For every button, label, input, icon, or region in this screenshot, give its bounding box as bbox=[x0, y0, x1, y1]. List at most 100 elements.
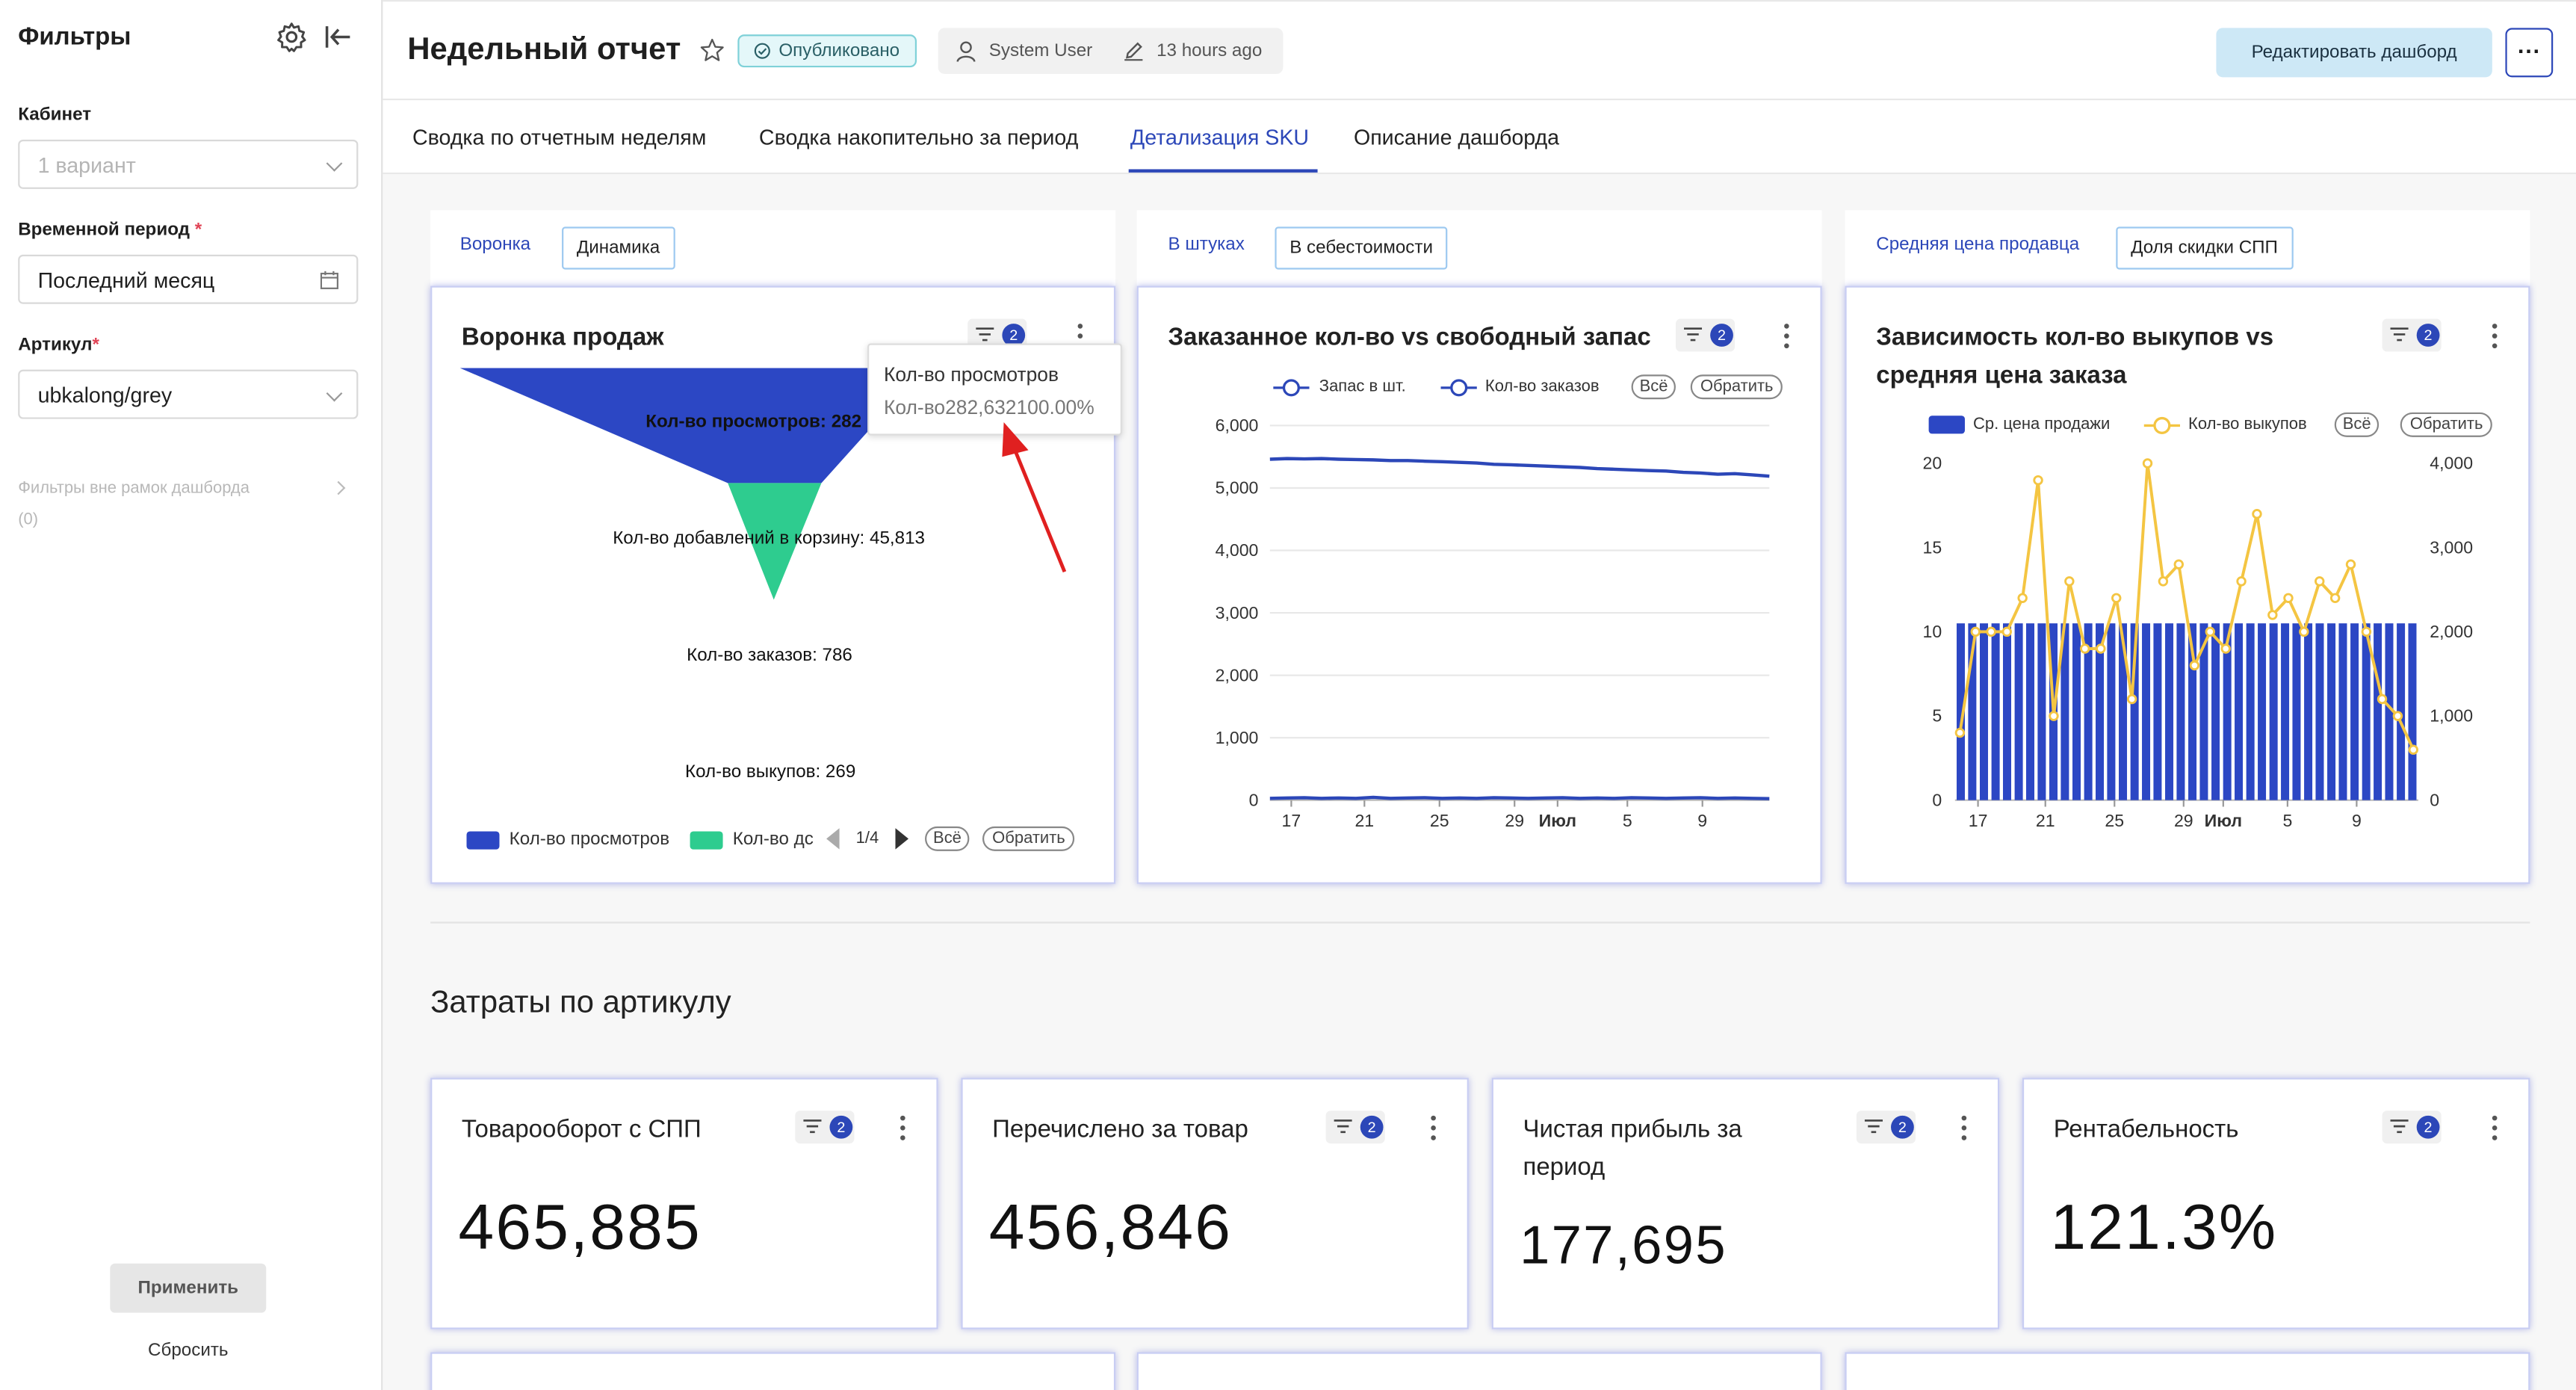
x-tick-label: 5 bbox=[2282, 811, 2292, 830]
tab-dashboard-description[interactable]: Описание дашборда bbox=[1353, 125, 1560, 150]
legend-all-button[interactable]: Всё bbox=[925, 826, 970, 851]
next-row-card-1 bbox=[430, 1352, 1116, 1390]
legend-pager: 1/4 bbox=[855, 830, 879, 848]
x-tick-label: 29 bbox=[2174, 811, 2193, 830]
filter-badge[interactable]: 2 bbox=[1325, 1111, 1385, 1144]
legend-swatch-cart bbox=[690, 831, 723, 850]
legend-label-stock[interactable]: Запас в шт. bbox=[1319, 377, 1406, 396]
y-tick-label: 0 bbox=[1249, 790, 1259, 809]
kpi-card-net-profit: Чистая прибыль за период 2 177,695 bbox=[1491, 1078, 2000, 1329]
buyouts-point bbox=[2080, 643, 2090, 654]
kebab-menu-icon[interactable] bbox=[1784, 324, 1791, 349]
kpi-card-profitability: Рентабельность 2 121.3% bbox=[2022, 1078, 2530, 1329]
legend-all-button[interactable]: Всё bbox=[1631, 374, 1676, 400]
tab-in-units[interactable]: В штуках bbox=[1168, 235, 1245, 255]
filter-badge[interactable]: 2 bbox=[2382, 1111, 2442, 1144]
filter-count: 2 bbox=[829, 1115, 853, 1139]
article-select[interactable]: ubkalong/grey bbox=[18, 369, 359, 419]
x-tick-label: 17 bbox=[1282, 811, 1301, 830]
chevron-down-icon bbox=[326, 385, 343, 402]
kpi-title: Товарооборот с СПП bbox=[461, 1115, 702, 1144]
bar bbox=[2188, 623, 2197, 800]
star-icon[interactable] bbox=[700, 38, 725, 63]
legend-invert-button[interactable]: Обратить bbox=[2400, 412, 2493, 437]
kebab-menu-icon[interactable] bbox=[1431, 1115, 1437, 1140]
legend-label-orders[interactable]: Кол-во заказов bbox=[1484, 377, 1600, 396]
reset-button[interactable]: Сбросить bbox=[148, 1341, 229, 1361]
tab-spp-discount-share[interactable]: Доля скидки СПП bbox=[2116, 226, 2293, 270]
legend-all-button[interactable]: Всё bbox=[2334, 412, 2380, 437]
y-left-tick-label: 5 bbox=[1932, 706, 1942, 726]
tab-in-cost[interactable]: В себестоимости bbox=[1275, 226, 1448, 270]
card-title: Воронка продаж bbox=[461, 324, 664, 352]
price-combo-chart: 0 5 10 15 20 0 1,000 2,000 3,000 4,000 17 21 25 29 Июл… bbox=[1923, 454, 2474, 830]
kebab-menu-icon[interactable] bbox=[900, 1115, 907, 1140]
bar bbox=[2362, 623, 2371, 800]
tab-cumulative-summary[interactable]: Сводка накопительно за период bbox=[758, 125, 1079, 150]
buyouts-point bbox=[1954, 727, 1966, 738]
next-page-icon[interactable] bbox=[895, 828, 909, 850]
tab-sku-details[interactable]: Детализация SKU bbox=[1130, 125, 1310, 150]
kpi-value: 456,846 bbox=[988, 1193, 1233, 1264]
y-left-tick-label: 0 bbox=[1932, 790, 1942, 809]
bar bbox=[2165, 623, 2174, 800]
prev-page-icon[interactable] bbox=[826, 828, 840, 850]
legend-invert-button[interactable]: Обратить bbox=[982, 826, 1075, 851]
next-row-card-3 bbox=[1845, 1352, 2530, 1390]
funnel-label-cart: Кол-во добавлений в корзину: 45,813 bbox=[613, 528, 925, 549]
tab-weekly-summary[interactable]: Сводка по отчетным неделям bbox=[412, 125, 707, 150]
more-options-button[interactable]: ··· bbox=[2505, 28, 2554, 78]
buyouts-point bbox=[2220, 643, 2231, 654]
bar bbox=[2153, 623, 2162, 800]
legend-label-price[interactable]: Ср. цена продажи bbox=[1972, 416, 2111, 434]
tab-dynamics[interactable]: Динамика bbox=[562, 226, 675, 270]
x-tick-label: 17 bbox=[1969, 811, 1988, 830]
filter-badge[interactable]: 2 bbox=[1675, 318, 1736, 352]
buyouts-point bbox=[2392, 711, 2403, 721]
filter-count: 2 bbox=[1360, 1115, 1384, 1139]
legend-label-buyouts[interactable]: Кол-во выкупов bbox=[2188, 416, 2307, 434]
legend-label-cart[interactable]: Кол-во дс bbox=[732, 830, 814, 850]
tab-avg-seller-price[interactable]: Средняя цена продавца bbox=[1876, 235, 2080, 255]
cabinet-select[interactable]: 1 вариант bbox=[18, 139, 359, 189]
bar bbox=[2096, 623, 2105, 800]
filter-badge[interactable]: 2 bbox=[2382, 318, 2442, 352]
buyouts-point bbox=[2408, 744, 2419, 755]
bar bbox=[2269, 623, 2278, 800]
bar bbox=[2397, 623, 2406, 800]
bar bbox=[2211, 623, 2220, 800]
legend-invert-button[interactable]: Обратить bbox=[1690, 374, 1783, 400]
out-of-scope-filters[interactable]: Фильтры вне рамок дашборда (0) bbox=[18, 479, 250, 529]
y-tick-label: 4,000 bbox=[1216, 540, 1259, 560]
filter-badge[interactable]: 2 bbox=[1856, 1111, 1916, 1144]
apply-button[interactable]: Применить bbox=[110, 1263, 267, 1313]
funnel-widget-tabs: Воронка Динамика bbox=[430, 210, 1116, 286]
x-tick-label: 9 bbox=[1697, 811, 1707, 830]
edit-dashboard-button[interactable]: Редактировать дашборд bbox=[2216, 28, 2492, 78]
bar bbox=[2338, 623, 2347, 800]
status-badge: Опубликовано bbox=[737, 34, 917, 68]
bar bbox=[2408, 623, 2417, 800]
collapse-sidebar-icon[interactable] bbox=[323, 23, 353, 51]
gear-icon[interactable] bbox=[276, 22, 307, 53]
kebab-menu-icon[interactable] bbox=[2492, 324, 2499, 349]
bar bbox=[2072, 623, 2081, 800]
buyouts-point bbox=[1970, 626, 1981, 637]
bar bbox=[2385, 623, 2394, 800]
filter-badge[interactable]: 2 bbox=[795, 1111, 855, 1144]
kebab-menu-icon[interactable] bbox=[1961, 1115, 1969, 1140]
period-select[interactable]: Последний месяц bbox=[18, 254, 359, 304]
y-tick-label: 5,000 bbox=[1216, 478, 1259, 498]
funnel-chart bbox=[459, 368, 926, 600]
tab-funnel[interactable]: Воронка bbox=[459, 235, 531, 255]
x-tick-label: 25 bbox=[1430, 811, 1449, 830]
chevron-down-icon bbox=[326, 155, 343, 172]
funnel-segment-views bbox=[459, 368, 926, 484]
stock-widget-tabs: В штуках В себестоимости bbox=[1136, 210, 1822, 286]
buyouts-vs-price-card: Зависимость кол-во выкупов vs средняя це… bbox=[1845, 285, 2530, 884]
kebab-menu-icon[interactable] bbox=[2492, 1115, 2499, 1140]
buyouts-point bbox=[2315, 576, 2325, 587]
legend-label-views[interactable]: Кол-во просмотров bbox=[509, 830, 670, 850]
author-name: System User bbox=[988, 40, 1093, 61]
bar bbox=[2026, 623, 2034, 800]
